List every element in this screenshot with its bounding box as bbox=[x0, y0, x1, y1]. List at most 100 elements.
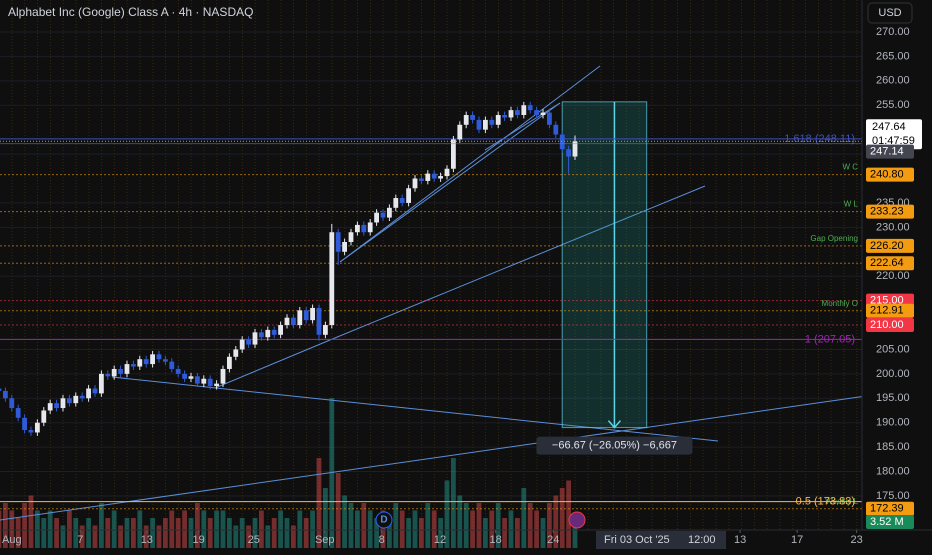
volume-bar bbox=[553, 495, 559, 548]
level-label: 215.00 bbox=[870, 295, 904, 307]
candle-body bbox=[547, 112, 552, 125]
volume-bar bbox=[105, 518, 111, 548]
candle-body bbox=[34, 422, 40, 433]
volume-bar bbox=[252, 518, 258, 548]
x-tick-label: 7 bbox=[77, 534, 83, 546]
volume-bar bbox=[380, 510, 386, 548]
volume-bar bbox=[483, 518, 488, 548]
volume-bar bbox=[418, 518, 424, 548]
volume-bar bbox=[169, 510, 175, 548]
candle-body bbox=[182, 373, 187, 379]
candle-body bbox=[143, 359, 149, 365]
candle-body bbox=[399, 198, 405, 203]
candle-body bbox=[329, 232, 335, 326]
price-axis: 270.00265.00260.00255.00245.00235.00230.… bbox=[2, 26, 922, 549]
candle-body bbox=[316, 307, 322, 335]
volume-bar bbox=[527, 503, 533, 548]
level-label: 226.20 bbox=[870, 240, 904, 252]
volume-bar bbox=[297, 510, 303, 548]
volume-bar bbox=[444, 480, 450, 548]
volume-bar bbox=[278, 510, 283, 548]
candle-body bbox=[214, 383, 219, 387]
crosshair-date-box bbox=[596, 531, 726, 549]
candle-body bbox=[438, 176, 444, 179]
volume-bar bbox=[348, 503, 354, 548]
dividend-marker[interactable]: D bbox=[380, 515, 387, 526]
y-tick-label: 175.00 bbox=[876, 490, 910, 502]
candle-body bbox=[169, 361, 175, 369]
volume-bar bbox=[92, 525, 98, 548]
volume-bar bbox=[182, 510, 187, 548]
candle-body bbox=[162, 359, 168, 362]
candle-body bbox=[489, 119, 495, 125]
level-box bbox=[866, 318, 914, 333]
volume-bar bbox=[476, 503, 482, 548]
candle-body bbox=[41, 410, 47, 423]
candle-body bbox=[297, 310, 303, 326]
volume-bar bbox=[201, 510, 207, 548]
volume-bar bbox=[233, 525, 239, 548]
crosshair-time: 12:00 bbox=[688, 534, 716, 546]
volume-bar bbox=[515, 518, 520, 548]
price-axis-bg bbox=[862, 0, 932, 550]
candle-body bbox=[553, 124, 559, 135]
volume-bar bbox=[98, 503, 104, 548]
dividend-icon[interactable] bbox=[375, 511, 393, 529]
x-tick-label: 13 bbox=[141, 534, 153, 546]
volume-bar bbox=[489, 510, 495, 548]
volume-bar bbox=[284, 518, 290, 548]
y-tick-label: 255.00 bbox=[876, 99, 910, 111]
candle-body bbox=[118, 368, 123, 374]
candle-body bbox=[130, 364, 136, 367]
volume-bar bbox=[194, 503, 200, 548]
volume-layer bbox=[0, 398, 578, 548]
volume-bar bbox=[118, 525, 123, 548]
candle-body bbox=[367, 222, 373, 233]
volume-bar bbox=[303, 518, 309, 548]
volume-label: 3.52 M bbox=[870, 516, 904, 528]
level-box bbox=[866, 238, 914, 253]
candle-body bbox=[156, 354, 162, 360]
candle-body bbox=[348, 232, 354, 242]
candle-body bbox=[412, 178, 418, 189]
measure-arrowhead bbox=[607, 420, 622, 429]
candle-body bbox=[54, 403, 59, 409]
candle-body bbox=[0, 388, 2, 391]
y-tick-label: 185.00 bbox=[876, 441, 910, 453]
volume-bar bbox=[226, 518, 232, 548]
volume-bar bbox=[73, 518, 79, 548]
y-tick-label: 195.00 bbox=[876, 392, 910, 404]
volume-bar bbox=[361, 503, 367, 548]
volume-bar bbox=[271, 518, 277, 548]
volume-bar bbox=[393, 503, 399, 548]
volume-bar bbox=[15, 518, 21, 548]
volume-bar bbox=[322, 488, 328, 548]
current-price-box bbox=[866, 119, 922, 150]
candle-body bbox=[406, 188, 411, 203]
volume-bar bbox=[354, 510, 360, 548]
trend-line bbox=[111, 376, 719, 442]
candle-body bbox=[258, 332, 264, 338]
fib-label: 1.618 (248.11) bbox=[784, 133, 855, 145]
volume-bar bbox=[124, 518, 130, 548]
candle-body bbox=[290, 317, 296, 326]
chart-title: Alphabet Inc (Google) Class A · 4h · NAS… bbox=[8, 5, 253, 19]
volume-bar bbox=[290, 525, 296, 548]
x-tick-label: Sep bbox=[315, 534, 335, 546]
measure-label: −66.67 (−26.05%) −6,667 bbox=[552, 439, 677, 451]
fib-label: 0.5 (173.83) bbox=[796, 496, 855, 508]
level-box bbox=[866, 256, 914, 271]
candle-body bbox=[354, 224, 360, 233]
y-tick-label: 230.00 bbox=[876, 221, 910, 233]
level-label: 212.91 bbox=[870, 305, 904, 317]
candle-body bbox=[207, 378, 213, 387]
x-tick-label: Aug bbox=[2, 534, 22, 546]
currency[interactable]: USD bbox=[878, 7, 901, 19]
candle-body bbox=[9, 398, 15, 409]
currency-box[interactable] bbox=[867, 2, 913, 24]
volume-bar bbox=[386, 518, 392, 548]
candle-body bbox=[137, 359, 143, 367]
volume-bar bbox=[508, 510, 514, 548]
earnings-icon[interactable] bbox=[568, 511, 586, 529]
volume-bar bbox=[547, 503, 552, 548]
